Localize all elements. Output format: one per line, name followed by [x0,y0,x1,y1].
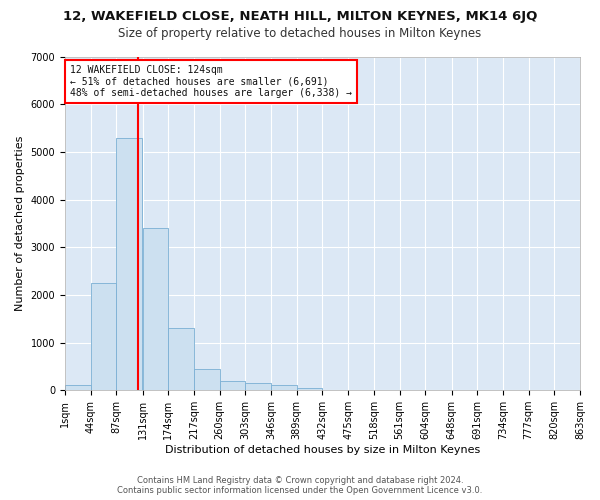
Bar [168,328,194,390]
Text: Contains HM Land Registry data © Crown copyright and database right 2024.
Contai: Contains HM Land Registry data © Crown c… [118,476,482,495]
Bar [245,383,271,390]
X-axis label: Distribution of detached houses by size in Milton Keynes: Distribution of detached houses by size … [165,445,480,455]
Text: Size of property relative to detached houses in Milton Keynes: Size of property relative to detached ho… [118,28,482,40]
Bar [116,138,142,390]
Text: 12 WAKEFIELD CLOSE: 124sqm
← 51% of detached houses are smaller (6,691)
48% of s: 12 WAKEFIELD CLOSE: 124sqm ← 51% of deta… [70,65,352,98]
Bar [91,283,116,390]
Bar [65,386,91,390]
Text: 12, WAKEFIELD CLOSE, NEATH HILL, MILTON KEYNES, MK14 6JQ: 12, WAKEFIELD CLOSE, NEATH HILL, MILTON … [63,10,537,23]
Bar [297,388,322,390]
Y-axis label: Number of detached properties: Number of detached properties [15,136,25,311]
Bar [220,380,245,390]
Bar [271,386,297,390]
Bar [194,369,220,390]
Bar [143,228,168,390]
